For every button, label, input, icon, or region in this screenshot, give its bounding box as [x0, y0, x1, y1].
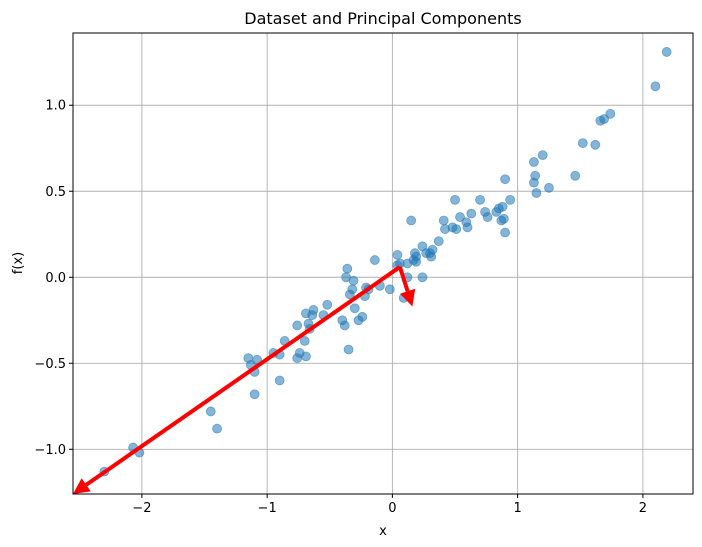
x-tick-label: 0 [388, 501, 396, 516]
grid [73, 33, 693, 494]
arrow-head [73, 478, 91, 494]
data-point [529, 157, 539, 167]
data-point [433, 236, 444, 247]
data-point [462, 222, 473, 233]
data-point [498, 213, 509, 224]
data-point [475, 194, 485, 205]
data-point [342, 263, 353, 274]
data-point [299, 336, 310, 346]
y-tick-label: 0.5 [45, 185, 66, 200]
x-tick-label: 2 [639, 501, 647, 516]
data-point [249, 389, 260, 400]
data-point [450, 194, 460, 205]
y-tick-label: 1.0 [45, 99, 66, 114]
x-tick-label: 1 [514, 501, 522, 516]
data-point [661, 47, 672, 57]
data-point [500, 227, 511, 238]
x-tick-label: −2 [132, 501, 151, 516]
data-point [406, 215, 417, 226]
data-point [292, 320, 303, 331]
data-point [544, 182, 554, 193]
y-tick-label: −0.5 [34, 357, 66, 372]
data-point [357, 311, 368, 322]
data-point [599, 114, 609, 124]
data-point [384, 284, 395, 295]
data-point [537, 150, 548, 161]
plot-area [73, 33, 693, 494]
data-point [531, 188, 542, 198]
data-point [438, 215, 449, 226]
principal-component-arrow-2 [398, 266, 416, 307]
plot-frame [72, 32, 694, 495]
data-point [455, 212, 465, 222]
data-point [500, 174, 511, 185]
data-point [301, 351, 311, 362]
data-point [212, 423, 222, 434]
chart-title: Dataset and Principal Components [244, 9, 521, 28]
data-point [308, 305, 319, 315]
data-point [274, 375, 285, 386]
data-point [605, 108, 616, 119]
data-point [570, 170, 581, 181]
data-point [347, 284, 358, 295]
data-point [497, 201, 508, 212]
x-axis-label: x [379, 524, 387, 539]
arrow-head [400, 288, 416, 307]
data-point [505, 194, 516, 205]
data-point [530, 170, 541, 181]
data-point [466, 208, 477, 219]
data-point [349, 303, 360, 314]
x-tick-label: −1 [258, 501, 277, 516]
data-point [392, 249, 403, 260]
axis-ticks: −2 −1 0 1 2 −1.0 −0.5 0.0 0.5 1.0 [34, 99, 647, 516]
data-point [411, 256, 422, 267]
principal-component-arrow-1 [73, 265, 402, 494]
data-point [577, 138, 588, 148]
data-point [369, 255, 380, 265]
arrow-shaft [398, 266, 410, 292]
data-point [427, 244, 438, 255]
data-point [339, 320, 350, 331]
y-tick-label: −1.0 [34, 443, 66, 458]
data-point [451, 224, 462, 234]
data-point [343, 344, 354, 355]
data-point [417, 272, 428, 283]
data-point [348, 275, 359, 286]
data-point [650, 81, 661, 92]
data-point [322, 299, 333, 310]
arrow-shaft [85, 265, 402, 487]
y-axis-label: f(x) [11, 252, 26, 274]
data-point [482, 212, 493, 222]
y-tick-label: 0.0 [45, 271, 66, 286]
data-point [590, 139, 601, 150]
principal-component-arrows [73, 265, 416, 494]
data-point [205, 406, 216, 417]
